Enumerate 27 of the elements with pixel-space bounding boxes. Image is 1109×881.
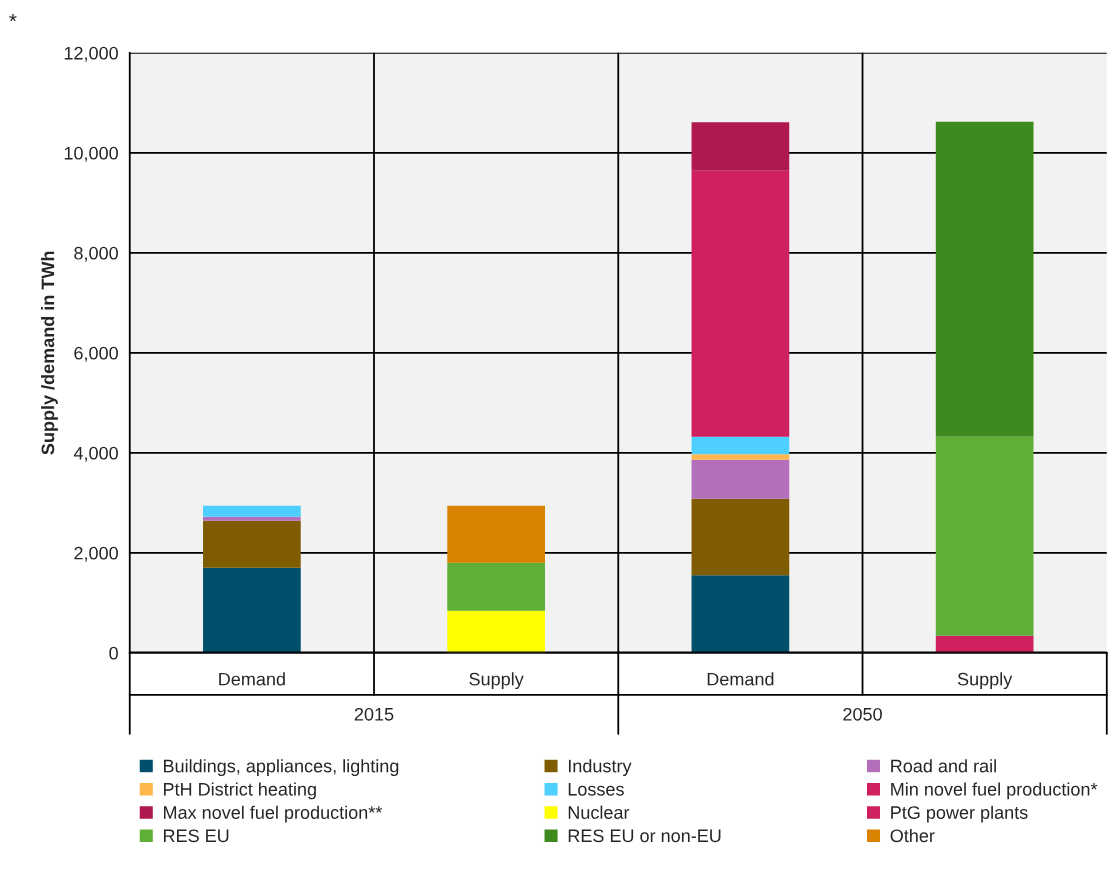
legend-label: Min novel fuel production* — [891, 782, 1098, 800]
legend-label: Road and rail — [891, 759, 996, 773]
legend-label: Max novel fuel production** — [164, 805, 383, 823]
y-tick-label: 2,000 — [74, 546, 118, 562]
legend-label: Industry — [568, 759, 632, 776]
x-tick-label: Supply — [469, 672, 524, 690]
legend-label: PtH District heating — [164, 782, 316, 800]
legend-label: RES EU — [164, 829, 229, 843]
y-tick-label: 6,000 — [74, 346, 118, 362]
y-tick-label: 4,000 — [73, 446, 118, 462]
x-tick-label: Demand — [219, 672, 285, 686]
y-axis-title: Supply /demand in TWh — [41, 251, 58, 455]
text: 2015 — [354, 707, 394, 721]
legend-label: Other — [890, 828, 935, 843]
y-tick-label: 10,000 — [64, 146, 118, 162]
legend-label: Losses — [568, 783, 624, 796]
x-tick-label: Supply — [957, 672, 1013, 690]
x-tick-label: Demand — [707, 672, 774, 686]
text: 2050 — [843, 707, 882, 721]
legend-label: Buildings, appliances, lighting — [164, 759, 399, 776]
y-tick-label: 8,000 — [74, 246, 118, 262]
text: * — [9, 13, 17, 22]
y-tick-label: 0 — [109, 646, 118, 660]
legend-label: Nuclear — [568, 805, 630, 819]
y-tick-label: 12,000 — [64, 46, 118, 62]
legend-label: RES EU or non-EU — [568, 829, 721, 843]
legend-label: PtG power plants — [891, 805, 1028, 823]
